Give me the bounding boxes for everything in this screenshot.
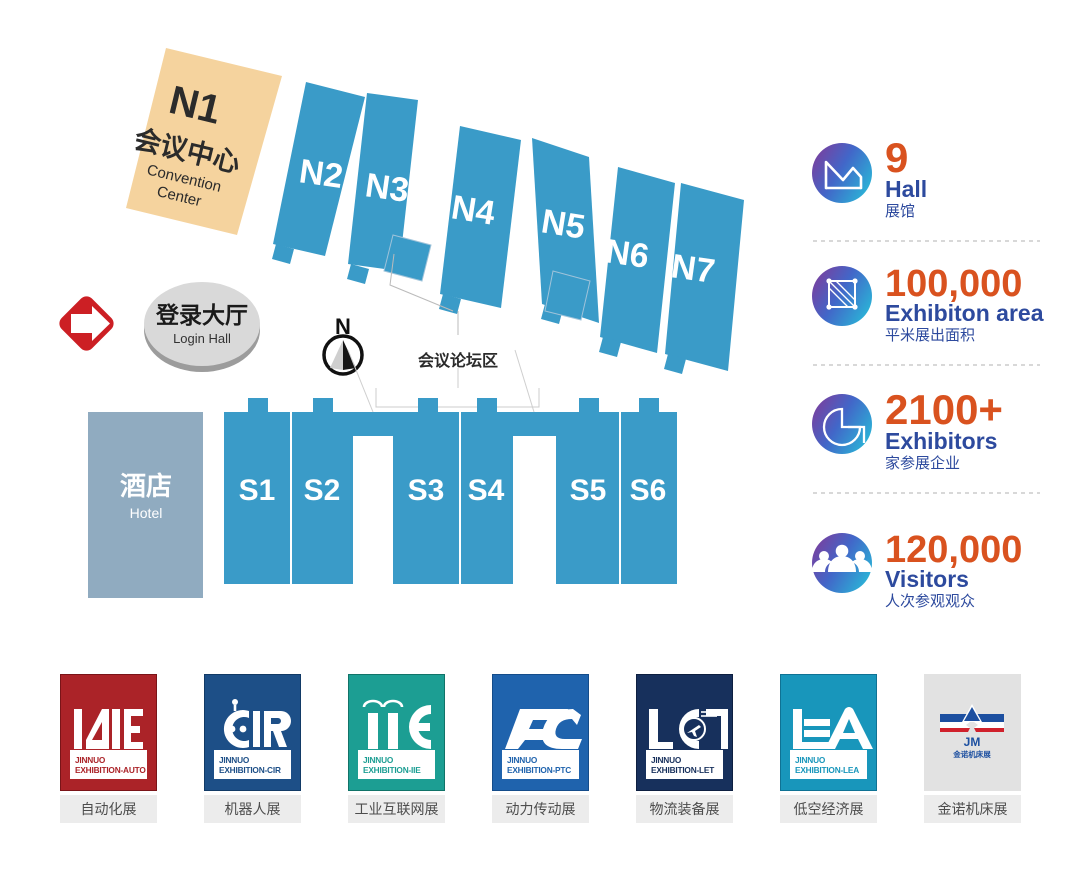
svg-text:N4: N4 xyxy=(449,188,498,232)
svg-text:N6: N6 xyxy=(603,232,651,276)
svg-text:N3: N3 xyxy=(363,166,411,210)
svg-text:酒店: 酒店 xyxy=(120,471,172,501)
svg-text:Hotel: Hotel xyxy=(130,505,163,521)
svg-text:2100+: 2100+ xyxy=(885,386,1003,433)
svg-text:Exhibitors: Exhibitors xyxy=(885,428,997,454)
svg-text:家参展企业: 家参展企业 xyxy=(885,454,960,472)
svg-text:N2: N2 xyxy=(297,152,345,196)
svg-text:N7: N7 xyxy=(669,247,717,291)
svg-text:人次参观观众: 人次参观观众 xyxy=(885,593,975,610)
svg-text:S5: S5 xyxy=(570,474,607,507)
svg-text:金诺机床展: 金诺机床展 xyxy=(952,749,991,759)
svg-text:S3: S3 xyxy=(408,474,445,507)
svg-text:S6: S6 xyxy=(630,474,667,507)
svg-text:100,000: 100,000 xyxy=(885,263,1022,305)
svg-text:会议论坛区: 会议论坛区 xyxy=(418,351,498,370)
svg-text:平米展出面积: 平米展出面积 xyxy=(885,327,975,344)
svg-text:S4: S4 xyxy=(468,474,505,507)
svg-text:9: 9 xyxy=(885,134,908,181)
svg-text:Login Hall: Login Hall xyxy=(173,331,231,346)
svg-text:Exhibiton area: Exhibiton area xyxy=(885,300,1044,326)
svg-text:Hall: Hall xyxy=(885,176,927,202)
svg-text:Visitors: Visitors xyxy=(885,566,969,592)
svg-text:登录大厅: 登录大厅 xyxy=(155,302,248,328)
svg-text:S2: S2 xyxy=(304,474,341,507)
svg-text:N5: N5 xyxy=(539,202,588,246)
svg-text:JM: JM xyxy=(964,735,981,749)
svg-text:S1: S1 xyxy=(239,474,276,507)
svg-text:展馆: 展馆 xyxy=(885,203,915,220)
svg-text:120,000: 120,000 xyxy=(885,529,1022,571)
